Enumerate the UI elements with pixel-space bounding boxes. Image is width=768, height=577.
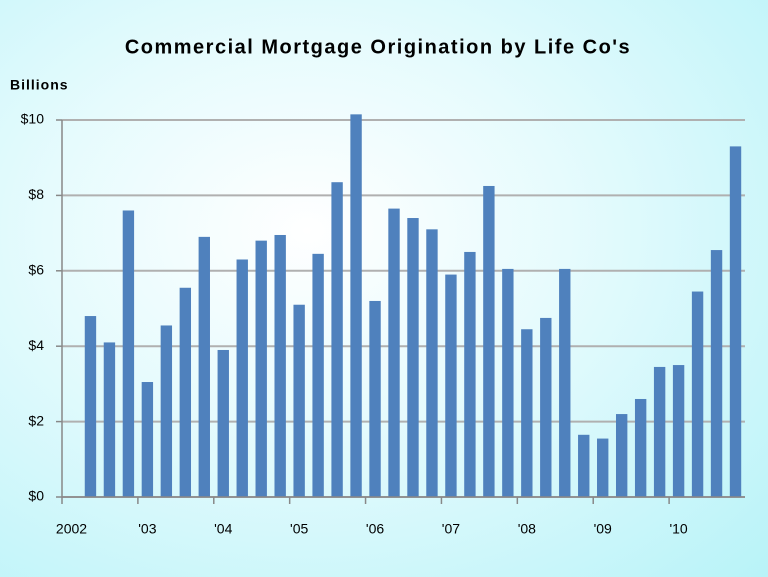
bar xyxy=(407,218,419,497)
bar xyxy=(445,274,457,497)
bar xyxy=(103,342,116,497)
bar xyxy=(464,251,476,497)
x-tick-label: '07 xyxy=(442,521,460,537)
bar xyxy=(540,317,552,497)
x-tick-label: '06 xyxy=(366,521,384,537)
y-tick-label: $2 xyxy=(28,412,44,428)
y-tick-label: $0 xyxy=(28,488,44,504)
bar xyxy=(217,349,229,497)
bar xyxy=(179,287,192,497)
bar xyxy=(483,185,495,497)
chart-title: Commercial Mortgage Origination by Life … xyxy=(125,36,631,58)
y-tick-label: $8 xyxy=(28,186,44,202)
bar xyxy=(559,268,571,497)
bar xyxy=(521,329,533,497)
x-tick-label: '10 xyxy=(669,521,687,537)
bar xyxy=(293,304,305,497)
bar xyxy=(350,114,362,497)
bar xyxy=(122,210,135,498)
bar xyxy=(255,240,267,497)
bar xyxy=(426,229,438,497)
bar xyxy=(84,316,97,497)
bar xyxy=(312,253,324,497)
bar xyxy=(274,234,286,498)
x-tick-label: '05 xyxy=(290,521,308,537)
y-axis-label: Billions xyxy=(10,77,69,93)
x-tick-label: '09 xyxy=(594,521,612,537)
x-tick-label: '04 xyxy=(214,521,232,537)
bar xyxy=(578,434,590,497)
bar xyxy=(502,268,514,497)
bar xyxy=(141,382,154,497)
bar xyxy=(331,182,343,497)
bar xyxy=(615,414,628,497)
bar xyxy=(672,365,685,497)
bar xyxy=(160,325,173,497)
bar xyxy=(729,146,742,497)
y-tick-label: $10 xyxy=(21,111,45,127)
bar xyxy=(388,208,400,497)
bar xyxy=(691,291,704,497)
x-tick-label: '08 xyxy=(518,521,536,537)
x-tick-label: 2002 xyxy=(56,521,87,537)
bar xyxy=(198,236,210,497)
y-tick-label: $4 xyxy=(28,337,44,353)
bar xyxy=(634,398,647,497)
bar xyxy=(597,438,609,497)
x-tick-label: '03 xyxy=(138,521,156,537)
bar xyxy=(710,250,723,497)
bar xyxy=(653,366,666,497)
bar xyxy=(236,259,248,497)
bar xyxy=(369,300,381,497)
y-tick-label: $6 xyxy=(28,262,44,278)
